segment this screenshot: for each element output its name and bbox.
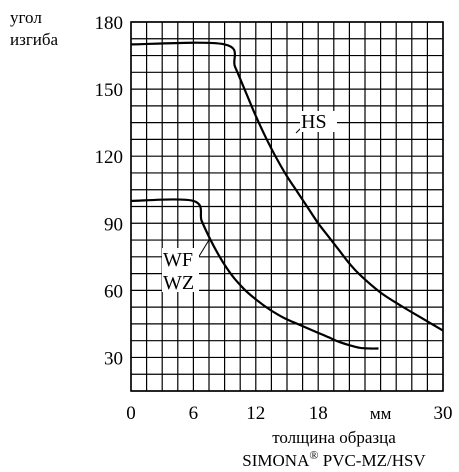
- wf-leader-line: [197, 239, 210, 259]
- series-label-hs: HS: [301, 111, 327, 133]
- series-line-wf-wz: [130, 198, 379, 350]
- y-tick-label: 30: [104, 348, 123, 369]
- y-tick-label: 180: [95, 13, 124, 34]
- y-axis-label-line1: угол: [10, 8, 42, 27]
- x-tick-label: 12: [246, 403, 265, 424]
- chart-tick-labels: 180 150 120 90 60 30 0 6 12 18 30 мм: [95, 13, 453, 424]
- y-axis-label-line2: изгиба: [10, 30, 59, 49]
- y-tick-label: 150: [95, 80, 124, 101]
- chart-caption: SIMONA® PVC-MZ/HSV: [242, 448, 426, 470]
- y-tick-label: 90: [104, 214, 123, 235]
- hs-label-bg: [300, 111, 337, 132]
- x-tick-label: 0: [126, 403, 136, 424]
- chart-curves: [130, 41, 444, 350]
- series-label-wf: WF: [163, 249, 193, 271]
- series-line-hs: [130, 41, 444, 332]
- series-label-wz: WZ: [163, 272, 194, 294]
- plot-frame: [130, 21, 444, 392]
- y-tick-label: 120: [95, 147, 124, 168]
- x-tick-label: 18: [309, 403, 328, 424]
- x-axis-unit: мм: [370, 404, 392, 423]
- x-tick-label: 30: [434, 403, 453, 424]
- y-tick-label: 60: [104, 281, 123, 302]
- x-axis-label: толщина образца: [272, 428, 396, 447]
- wf-wz-label-bg: [162, 248, 199, 292]
- x-tick-label: 6: [189, 403, 199, 424]
- chart-grid: [130, 21, 444, 392]
